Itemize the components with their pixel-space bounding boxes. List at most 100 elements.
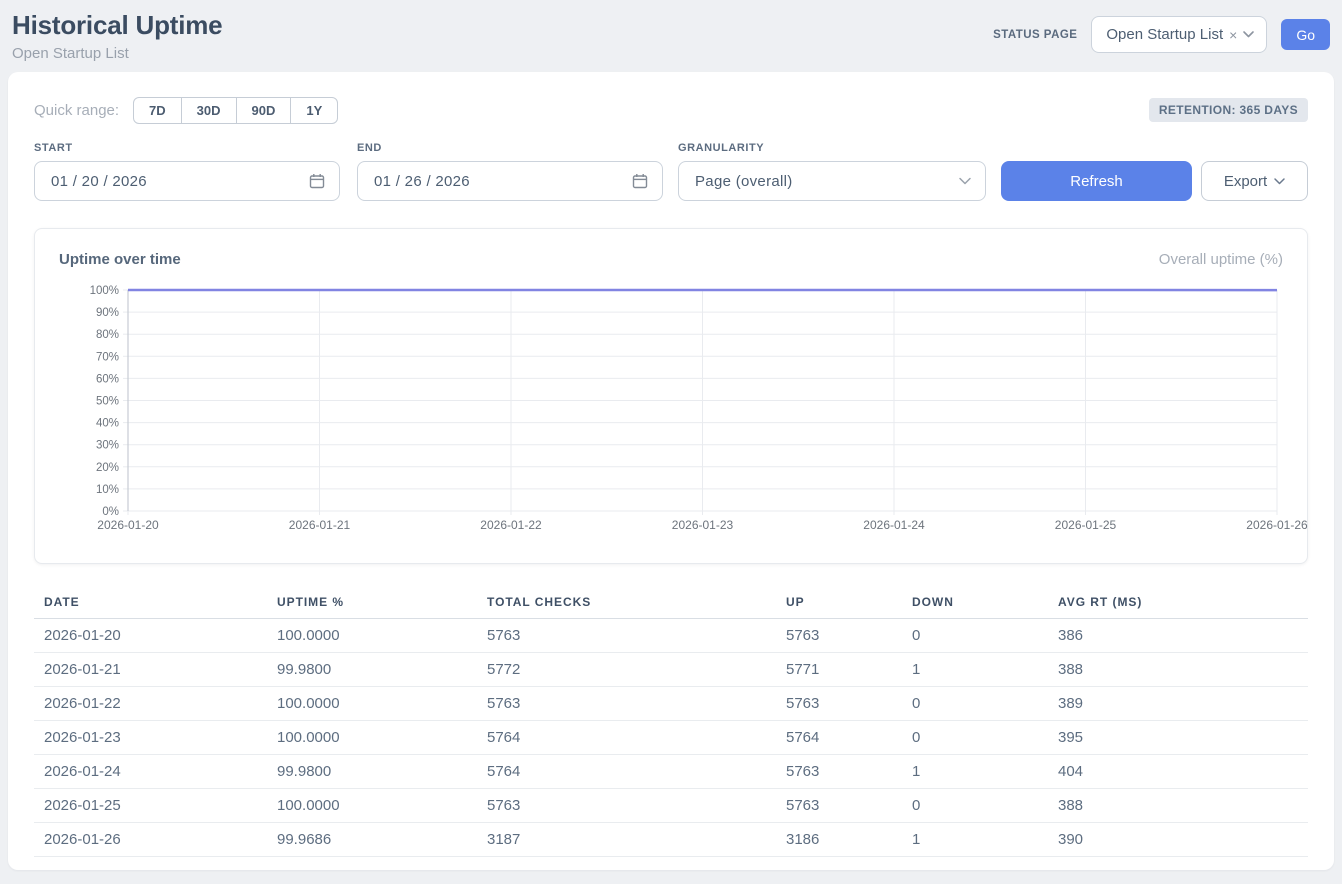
- table-cell: 386: [1058, 619, 1308, 653]
- calendar-icon[interactable]: [632, 173, 648, 189]
- table-cell: 0: [912, 721, 1058, 755]
- table-cell: 0: [912, 619, 1058, 653]
- table-row: 2026-01-25100.0000576357630388: [34, 789, 1308, 823]
- table-cell: 5763: [487, 789, 786, 823]
- table-cell: 0: [912, 687, 1058, 721]
- x-axis-tick-label: 2026-01-24: [863, 518, 925, 532]
- uptime-line-chart: 0%10%20%30%40%50%60%70%80%90%100%2026-01…: [59, 280, 1283, 536]
- chevron-down-icon: [1274, 178, 1285, 185]
- y-axis-tick-label: 60%: [96, 373, 119, 385]
- clear-selection-icon[interactable]: ×: [1229, 28, 1237, 42]
- chevron-down-icon: [1243, 31, 1254, 38]
- column-header-down: DOWN: [912, 587, 1058, 619]
- end-date-label: END: [357, 142, 663, 154]
- main-panel: Quick range: 7D30D90D1Y RETENTION: 365 D…: [8, 72, 1334, 870]
- table-cell: 389: [1058, 687, 1308, 721]
- table-cell: 2026-01-24: [34, 755, 277, 789]
- chart-header: Uptime over time Overall uptime (%): [59, 251, 1283, 268]
- table-cell: 5763: [786, 755, 912, 789]
- table-cell: 3187: [487, 823, 786, 857]
- uptime-chart-card: Uptime over time Overall uptime (%) 0% 10…: [34, 228, 1308, 564]
- y-axis-tick-label: 90%: [96, 307, 119, 319]
- start-date-field: START 01 / 20 / 2026: [34, 142, 340, 201]
- table-cell: 99.9686: [277, 823, 487, 857]
- export-button-label: Export: [1224, 173, 1267, 190]
- granularity-field: GRANULARITY Page (overall): [678, 142, 986, 201]
- table-cell: 100.0000: [277, 687, 487, 721]
- end-date-input[interactable]: 01 / 26 / 2026: [357, 161, 663, 201]
- table-cell: 2026-01-23: [34, 721, 277, 755]
- export-button[interactable]: Export: [1201, 161, 1308, 201]
- table-cell: 404: [1058, 755, 1308, 789]
- table-header-row: DATEUPTIME %TOTAL CHECKSUPDOWNAVG RT (MS…: [34, 587, 1308, 619]
- table-cell: 100.0000: [277, 789, 487, 823]
- table-cell: 388: [1058, 653, 1308, 687]
- table-cell: 2026-01-21: [34, 653, 277, 687]
- status-page-label: STATUS PAGE: [993, 29, 1077, 41]
- start-date-label: START: [34, 142, 340, 154]
- table-cell: 100.0000: [277, 721, 487, 755]
- retention-badge: RETENTION: 365 DAYS: [1149, 98, 1308, 122]
- y-axis-tick-label: 80%: [96, 329, 119, 341]
- table-cell: 5764: [487, 755, 786, 789]
- table-cell: 1: [912, 755, 1058, 789]
- y-axis-tick-label: 40%: [96, 418, 119, 430]
- controls-row: START 01 / 20 / 2026 END 01 / 26 / 2026 …: [34, 142, 1308, 201]
- start-date-value: 01 / 20 / 2026: [51, 173, 147, 190]
- start-date-input[interactable]: 01 / 20 / 2026: [34, 161, 340, 201]
- granularity-select[interactable]: Page (overall): [678, 161, 986, 201]
- table-cell: 5763: [786, 687, 912, 721]
- title-block: Historical Uptime Open Startup List: [12, 10, 222, 62]
- quick-range-1y-button[interactable]: 1Y: [290, 97, 338, 124]
- table-cell: 99.9800: [277, 653, 487, 687]
- table-row: 2026-01-2199.9800577257711388: [34, 653, 1308, 687]
- table-cell: 2026-01-22: [34, 687, 277, 721]
- y-axis-tick-label: 50%: [96, 396, 119, 408]
- column-header-up: UP: [786, 587, 912, 619]
- table-cell: 5763: [786, 789, 912, 823]
- table-cell: 1: [912, 823, 1058, 857]
- table-cell: 2026-01-20: [34, 619, 277, 653]
- table-cell: 5771: [786, 653, 912, 687]
- y-axis-tick-label: 0%: [102, 506, 119, 518]
- uptime-table: DATEUPTIME %TOTAL CHECKSUPDOWNAVG RT (MS…: [34, 587, 1308, 857]
- y-axis-tick-label: 30%: [96, 440, 119, 452]
- x-axis-tick-label: 2026-01-21: [289, 518, 351, 532]
- page-subtitle: Open Startup List: [12, 45, 222, 62]
- table-cell: 5764: [487, 721, 786, 755]
- table-cell: 3186: [786, 823, 912, 857]
- table-row: 2026-01-2699.9686318731861390: [34, 823, 1308, 857]
- table-cell: 100.0000: [277, 619, 487, 653]
- calendar-icon[interactable]: [309, 173, 325, 189]
- table-cell: 5763: [487, 619, 786, 653]
- table-cell: 2026-01-25: [34, 789, 277, 823]
- y-axis-tick-label: 20%: [96, 462, 119, 474]
- column-header-total-checks: TOTAL CHECKS: [487, 587, 786, 619]
- table-cell: 5772: [487, 653, 786, 687]
- go-button[interactable]: Go: [1281, 19, 1330, 50]
- x-axis-tick-label: 2026-01-23: [672, 518, 734, 532]
- quick-range-30d-button[interactable]: 30D: [181, 97, 237, 124]
- x-axis-tick-label: 2026-01-20: [97, 518, 159, 532]
- status-page-select[interactable]: Open Startup List ×: [1091, 16, 1267, 53]
- quick-range-row: Quick range: 7D30D90D1Y RETENTION: 365 D…: [34, 96, 1308, 124]
- quick-range-90d-button[interactable]: 90D: [236, 97, 292, 124]
- quick-range-group: Quick range: 7D30D90D1Y: [34, 97, 338, 124]
- page-title: Historical Uptime: [12, 10, 222, 41]
- column-header-date: DATE: [34, 587, 277, 619]
- y-axis-tick-label: 10%: [96, 484, 119, 496]
- table-cell: 5763: [786, 619, 912, 653]
- column-header-avg-rt-ms: AVG RT (MS): [1058, 587, 1308, 619]
- quick-range-7d-button[interactable]: 7D: [133, 97, 182, 124]
- refresh-button[interactable]: Refresh: [1001, 161, 1192, 201]
- table-cell: 5764: [786, 721, 912, 755]
- table-cell: 5763: [487, 687, 786, 721]
- chart-legend: Overall uptime (%): [1159, 251, 1283, 268]
- table-cell: 1: [912, 653, 1058, 687]
- chart-title: Uptime over time: [59, 251, 181, 268]
- table-cell: 395: [1058, 721, 1308, 755]
- table-cell: 2026-01-26: [34, 823, 277, 857]
- x-axis-tick-label: 2026-01-22: [480, 518, 542, 532]
- table-cell: 99.9800: [277, 755, 487, 789]
- status-page-selected-value: Open Startup List: [1106, 26, 1223, 43]
